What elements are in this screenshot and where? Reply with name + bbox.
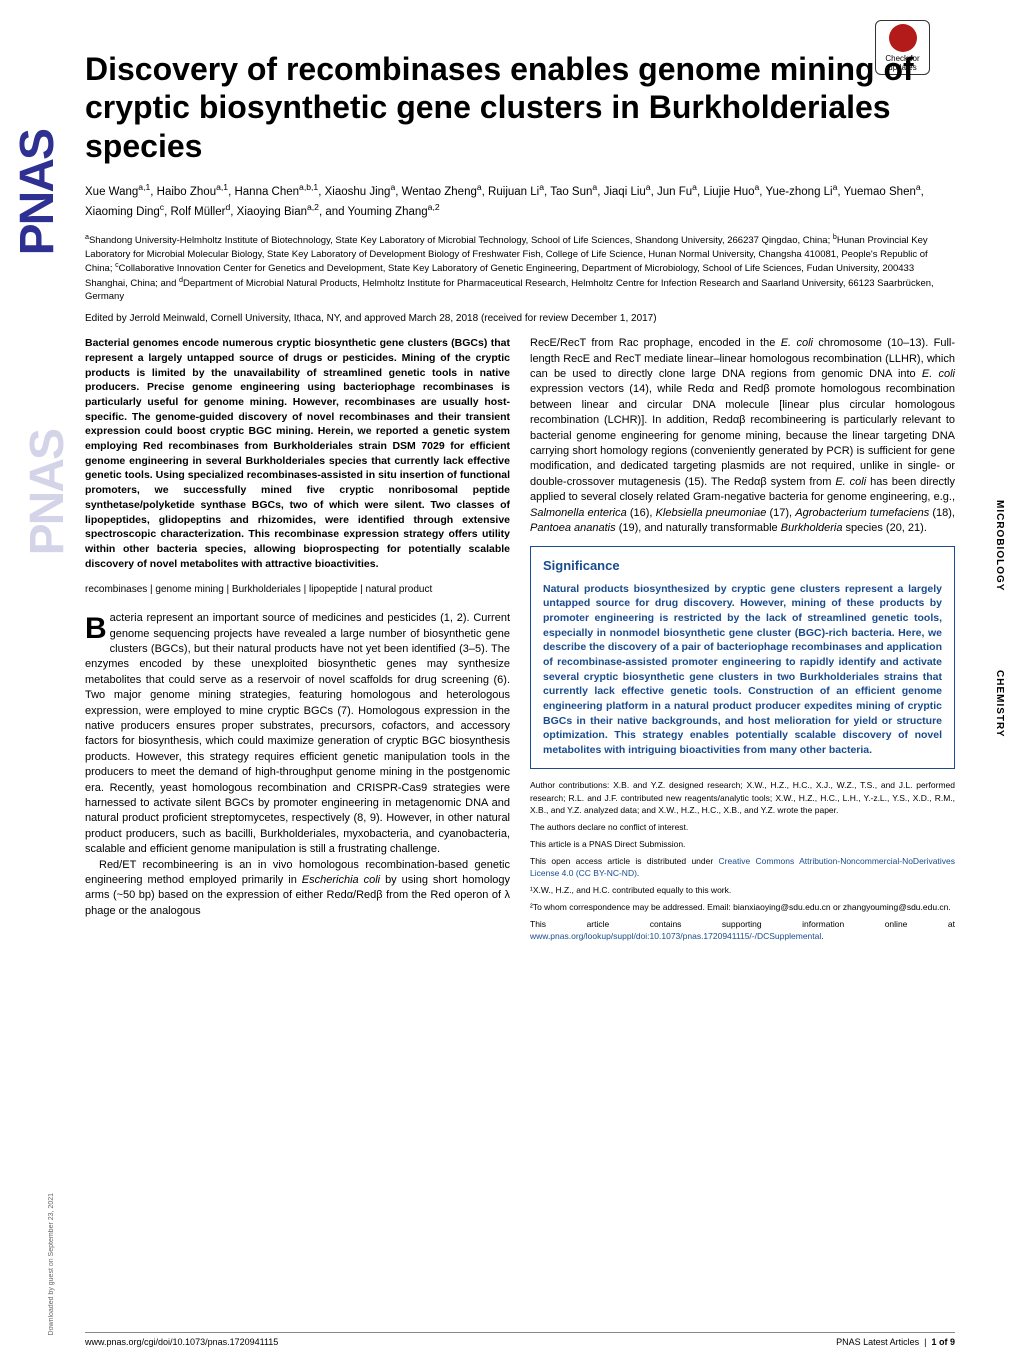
- supporting-info: This article contains supporting informa…: [530, 918, 955, 944]
- article-title: Discovery of recombinases enables genome…: [85, 50, 955, 165]
- direct-submission: This article is a PNAS Direct Submission…: [530, 838, 955, 851]
- page-footer: www.pnas.org/cgi/doi/10.1073/pnas.172094…: [85, 1332, 955, 1347]
- crossmark-icon: [889, 24, 917, 52]
- significance-title: Significance: [543, 557, 942, 575]
- category-label-microbiology: MICROBIOLOGY: [994, 500, 1005, 591]
- body-paragraph-1: Bacteria represent an important source o…: [85, 611, 510, 857]
- category-label-chemistry: CHEMISTRY: [994, 670, 1005, 738]
- conflict-statement: The authors declare no conflict of inter…: [530, 821, 955, 834]
- body-paragraph-2: Red/ET recombineering is an in vivo homo…: [85, 858, 510, 920]
- footer-doi: www.pnas.org/cgi/doi/10.1073/pnas.172094…: [85, 1337, 278, 1347]
- affiliations: aShandong University-Helmholtz Institute…: [85, 233, 955, 303]
- keywords: recombinases | genome mining | Burkholde…: [85, 583, 510, 597]
- journal-logo-shadow: PNAS: [20, 430, 75, 555]
- abstract: Bacterial genomes encode numerous crypti…: [85, 336, 510, 571]
- edited-by: Edited by Jerrold Meinwald, Cornell Univ…: [85, 313, 955, 324]
- author-list: Xue Wanga,1, Haibo Zhoua,1, Hanna Chena,…: [85, 181, 955, 221]
- body-paragraph-right: RecE/RecT from Rac prophage, encoded in …: [530, 336, 955, 536]
- right-column: RecE/RecT from Rac prophage, encoded in …: [530, 336, 955, 947]
- equal-contribution: ¹X.W., H.Z., and H.C. contributed equall…: [530, 884, 955, 897]
- license-statement: This open access article is distributed …: [530, 855, 955, 881]
- correspondence: ²To whom correspondence may be addressed…: [530, 901, 955, 914]
- significance-box: Significance Natural products biosynthes…: [530, 546, 955, 768]
- author-footer: Author contributions: X.B. and Y.Z. desi…: [530, 779, 955, 943]
- left-column: Bacterial genomes encode numerous crypti…: [85, 336, 510, 947]
- footer-page: PNAS Latest Articles | 1 of 9: [836, 1337, 955, 1347]
- supporting-link[interactable]: www.pnas.org/lookup/suppl/doi:10.1073/pn…: [530, 931, 821, 941]
- significance-text: Natural products biosynthesized by crypt…: [543, 582, 942, 758]
- author-contributions: Author contributions: X.B. and Y.Z. desi…: [530, 779, 955, 817]
- download-note: Downloaded by guest on September 23, 202…: [48, 1193, 55, 1335]
- journal-logo: PNAS: [10, 130, 65, 255]
